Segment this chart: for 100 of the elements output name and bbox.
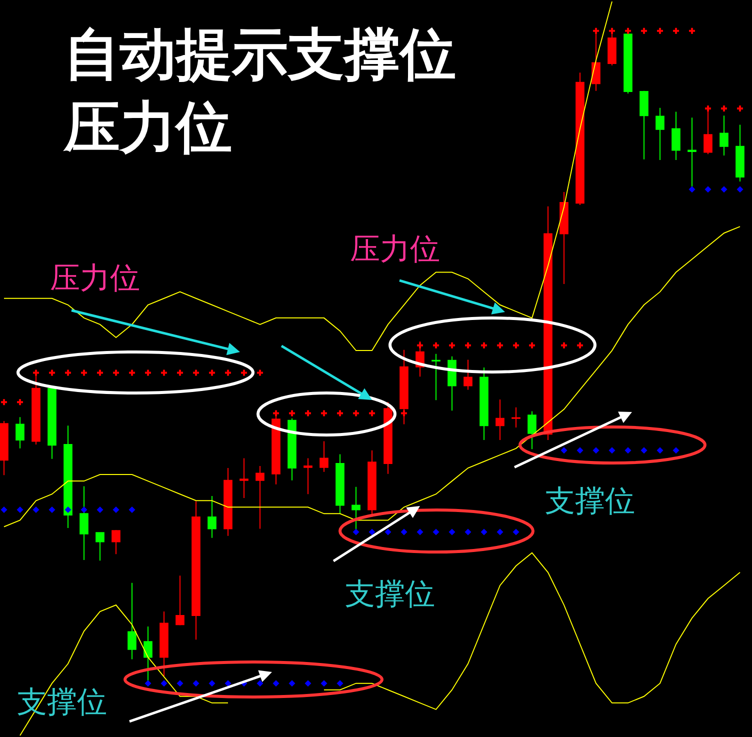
point xyxy=(624,447,632,454)
point xyxy=(144,680,152,687)
candlestick xyxy=(304,458,312,495)
point xyxy=(353,410,359,416)
point xyxy=(241,370,247,376)
candlestick xyxy=(32,370,40,446)
point xyxy=(177,370,183,376)
candlestick xyxy=(240,458,248,499)
point xyxy=(529,342,535,348)
point xyxy=(608,447,616,454)
candlestick xyxy=(192,500,200,640)
point xyxy=(480,528,488,536)
point xyxy=(688,186,696,193)
point xyxy=(208,680,216,687)
point xyxy=(656,447,664,454)
point xyxy=(321,410,327,416)
point xyxy=(193,370,199,376)
candlestick xyxy=(560,192,568,284)
point xyxy=(176,680,184,687)
candlestick xyxy=(656,107,664,161)
point xyxy=(592,447,600,454)
point xyxy=(273,410,279,416)
candlestick xyxy=(720,115,728,156)
candlestick xyxy=(64,425,72,529)
point xyxy=(128,506,136,514)
point xyxy=(256,680,264,687)
point xyxy=(449,342,455,348)
candlestick xyxy=(336,454,344,514)
point xyxy=(368,528,376,536)
candlestick xyxy=(0,420,8,476)
point xyxy=(497,342,503,348)
candlestick xyxy=(544,206,552,440)
candlestick xyxy=(576,72,584,206)
point xyxy=(192,680,200,687)
candlestick xyxy=(96,532,104,562)
point xyxy=(288,680,296,687)
candlestick xyxy=(224,468,232,536)
point xyxy=(689,28,695,34)
annotation: 支撑位 xyxy=(345,577,435,612)
point xyxy=(672,447,680,454)
candlestick xyxy=(480,367,488,440)
point xyxy=(704,186,712,193)
point xyxy=(416,528,424,536)
point xyxy=(593,28,599,34)
point xyxy=(225,370,231,376)
candlestick xyxy=(496,398,504,440)
point xyxy=(561,342,567,348)
candlestick xyxy=(736,124,744,182)
point xyxy=(433,342,439,348)
point xyxy=(80,506,88,514)
point xyxy=(337,410,343,416)
annotation: 支撑位 xyxy=(545,484,635,519)
point xyxy=(97,370,103,376)
point xyxy=(640,447,648,454)
point xyxy=(320,680,328,687)
point xyxy=(304,680,312,687)
candlestick xyxy=(384,402,392,474)
candlestick xyxy=(112,529,120,555)
point xyxy=(720,186,728,193)
point xyxy=(33,370,39,376)
point xyxy=(625,28,631,34)
candlestick xyxy=(80,486,88,561)
point xyxy=(400,528,408,536)
annotation: 压力位 xyxy=(350,232,440,267)
point xyxy=(49,370,55,376)
point xyxy=(737,105,743,112)
point xyxy=(448,528,456,536)
candlestick xyxy=(16,416,24,449)
point xyxy=(65,370,71,376)
point xyxy=(289,410,295,416)
point xyxy=(16,506,24,514)
candlestick xyxy=(288,418,296,481)
point xyxy=(145,370,151,376)
point xyxy=(81,370,87,376)
point xyxy=(1,399,7,406)
candlestick xyxy=(672,111,680,161)
candlestick xyxy=(400,349,408,425)
point xyxy=(272,680,280,687)
candlestick xyxy=(208,496,216,538)
point xyxy=(464,528,472,536)
point xyxy=(0,506,8,514)
point xyxy=(481,342,487,348)
candlestick xyxy=(512,406,520,428)
point xyxy=(257,370,263,376)
point xyxy=(576,447,584,454)
point xyxy=(305,410,311,416)
point xyxy=(736,186,744,193)
point xyxy=(673,28,679,34)
point xyxy=(224,680,232,687)
point xyxy=(113,370,119,376)
point xyxy=(17,399,23,406)
point xyxy=(465,342,471,348)
point xyxy=(560,447,568,454)
candlestick xyxy=(528,410,536,450)
point xyxy=(32,506,40,514)
candlestick xyxy=(320,440,328,472)
point xyxy=(401,410,407,416)
candlestick xyxy=(464,359,472,390)
candlestick xyxy=(256,466,264,530)
point xyxy=(432,528,440,536)
